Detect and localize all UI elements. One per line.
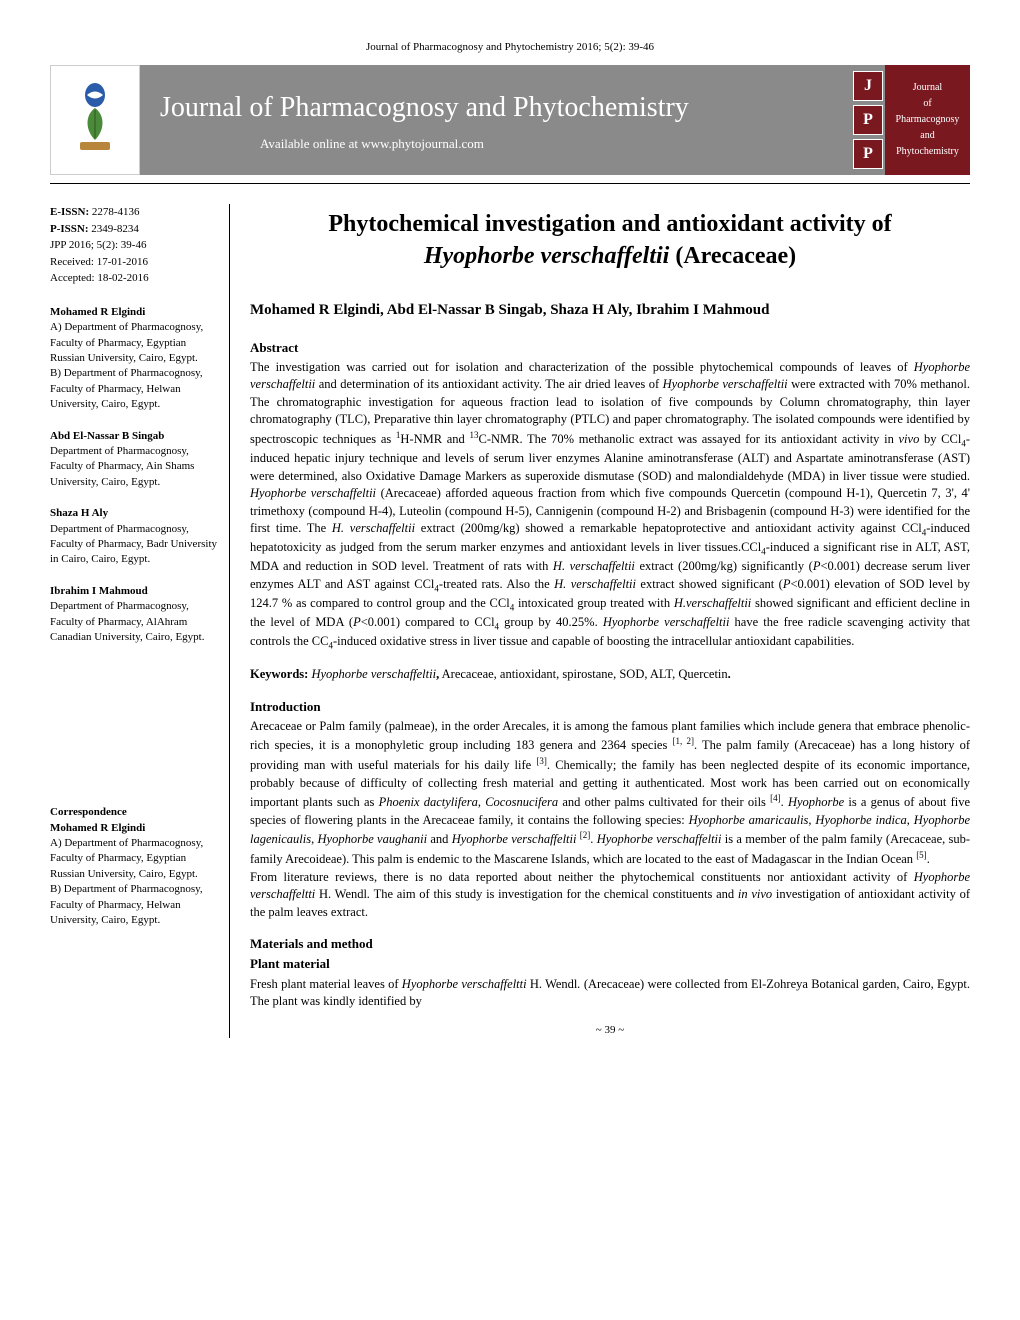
main-column: Phytochemical investigation and antioxid… bbox=[245, 204, 970, 1038]
author-4-affil: Department of Pharmacognosy, Faculty of … bbox=[50, 599, 219, 645]
badge-p1: P bbox=[853, 105, 883, 135]
title-l2-rest: (Arecaceae) bbox=[669, 243, 796, 269]
issn-meta: E-ISSN: 2278-4136 P-ISSN: 2349-8234 JPP … bbox=[50, 204, 219, 287]
rc-0: Journal bbox=[913, 80, 942, 96]
page-number: ~ 39 ~ bbox=[250, 1023, 970, 1038]
correspondence: Correspondence Mohamed R Elgindi A) Depa… bbox=[50, 805, 219, 928]
plant-head: Plant material bbox=[250, 955, 970, 973]
abstract-head: Abstract bbox=[250, 339, 970, 357]
badge-j: J bbox=[853, 71, 883, 101]
banner-badges: J P P bbox=[851, 65, 885, 175]
journal-title: Journal of Pharmacognosy and Phytochemis… bbox=[160, 88, 851, 127]
banner-divider bbox=[50, 183, 970, 184]
journal-url: Available online at www.phytojournal.com bbox=[160, 135, 851, 153]
author-4-name: Ibrahim I Mahmoud bbox=[50, 584, 219, 599]
dna-leaf-icon bbox=[65, 80, 125, 160]
article-title: Phytochemical investigation and antioxid… bbox=[250, 209, 970, 271]
running-header: Journal of Pharmacognosy and Phytochemis… bbox=[50, 40, 970, 55]
rc-4: Phytochemistry bbox=[896, 144, 959, 160]
corr-label: Correspondence bbox=[50, 805, 219, 820]
pissn-val: 2349-8234 bbox=[91, 223, 139, 235]
author-2-affil: Department of Pharmacognosy, Faculty of … bbox=[50, 444, 219, 490]
authors-line: Mohamed R Elgindi, Abd El-Nassar B Singa… bbox=[250, 300, 970, 321]
journal-logo bbox=[50, 65, 140, 175]
banner-right: J P P Journal of Pharmacognosy and Phyto… bbox=[851, 65, 970, 175]
banner-main: Journal of Pharmacognosy and Phytochemis… bbox=[140, 65, 851, 175]
title-l2-italic: Hyophorbe verschaffeltii bbox=[424, 243, 670, 269]
rc-3: and bbox=[920, 128, 934, 144]
keywords: Keywords: Hyophorbe verschaffeltii, Arec… bbox=[250, 666, 970, 684]
author-1-name: Mohamed R Elgindi bbox=[50, 305, 219, 320]
author-3-name: Shaza H Aly bbox=[50, 506, 219, 521]
accepted: Accepted: 18-02-2016 bbox=[50, 272, 149, 284]
banner-textcol: Journal of Pharmacognosy and Phytochemis… bbox=[885, 65, 970, 175]
corr-name: Mohamed R Elgindi bbox=[50, 821, 219, 836]
eissn-val: 2278-4136 bbox=[92, 206, 140, 218]
received: Received: 17-01-2016 bbox=[50, 256, 148, 268]
rc-2: Pharmacognosy bbox=[896, 112, 960, 128]
content-columns: E-ISSN: 2278-4136 P-ISSN: 2349-8234 JPP … bbox=[50, 204, 970, 1038]
intro-head: Introduction bbox=[250, 698, 970, 716]
eissn-label: E-ISSN: bbox=[50, 206, 89, 218]
intro-p2: From literature reviews, there is no dat… bbox=[250, 869, 970, 922]
rc-1: of bbox=[923, 96, 931, 112]
sidebar: E-ISSN: 2278-4136 P-ISSN: 2349-8234 JPP … bbox=[50, 204, 230, 1038]
journal-banner: Journal of Pharmacognosy and Phytochemis… bbox=[50, 65, 970, 175]
pissn-label: P-ISSN: bbox=[50, 223, 89, 235]
abstract-text: The investigation was carried out for is… bbox=[250, 359, 970, 652]
author-2-name: Abd El-Nassar B Singab bbox=[50, 429, 219, 444]
plant-p: Fresh plant material leaves of Hyophorbe… bbox=[250, 976, 970, 1011]
author-4: Ibrahim I Mahmoud Department of Pharmaco… bbox=[50, 584, 219, 646]
badge-p2: P bbox=[853, 139, 883, 169]
author-2: Abd El-Nassar B Singab Department of Pha… bbox=[50, 429, 219, 491]
intro-p1: Arecaceae or Palm family (palmeae), in t… bbox=[250, 718, 970, 869]
author-1: Mohamed R Elgindi A) Department of Pharm… bbox=[50, 305, 219, 413]
author-3-affil: Department of Pharmacognosy, Faculty of … bbox=[50, 522, 219, 568]
corr-affil: A) Department of Pharmacognosy, Faculty … bbox=[50, 836, 219, 928]
author-1-affil: A) Department of Pharmacognosy, Faculty … bbox=[50, 320, 219, 412]
author-3: Shaza H Aly Department of Pharmacognosy,… bbox=[50, 506, 219, 568]
jpp-line: JPP 2016; 5(2): 39-46 bbox=[50, 239, 146, 251]
title-l1: Phytochemical investigation and antioxid… bbox=[328, 211, 891, 237]
mm-head: Materials and method bbox=[250, 935, 970, 953]
kw-label: Keywords: bbox=[250, 667, 308, 681]
